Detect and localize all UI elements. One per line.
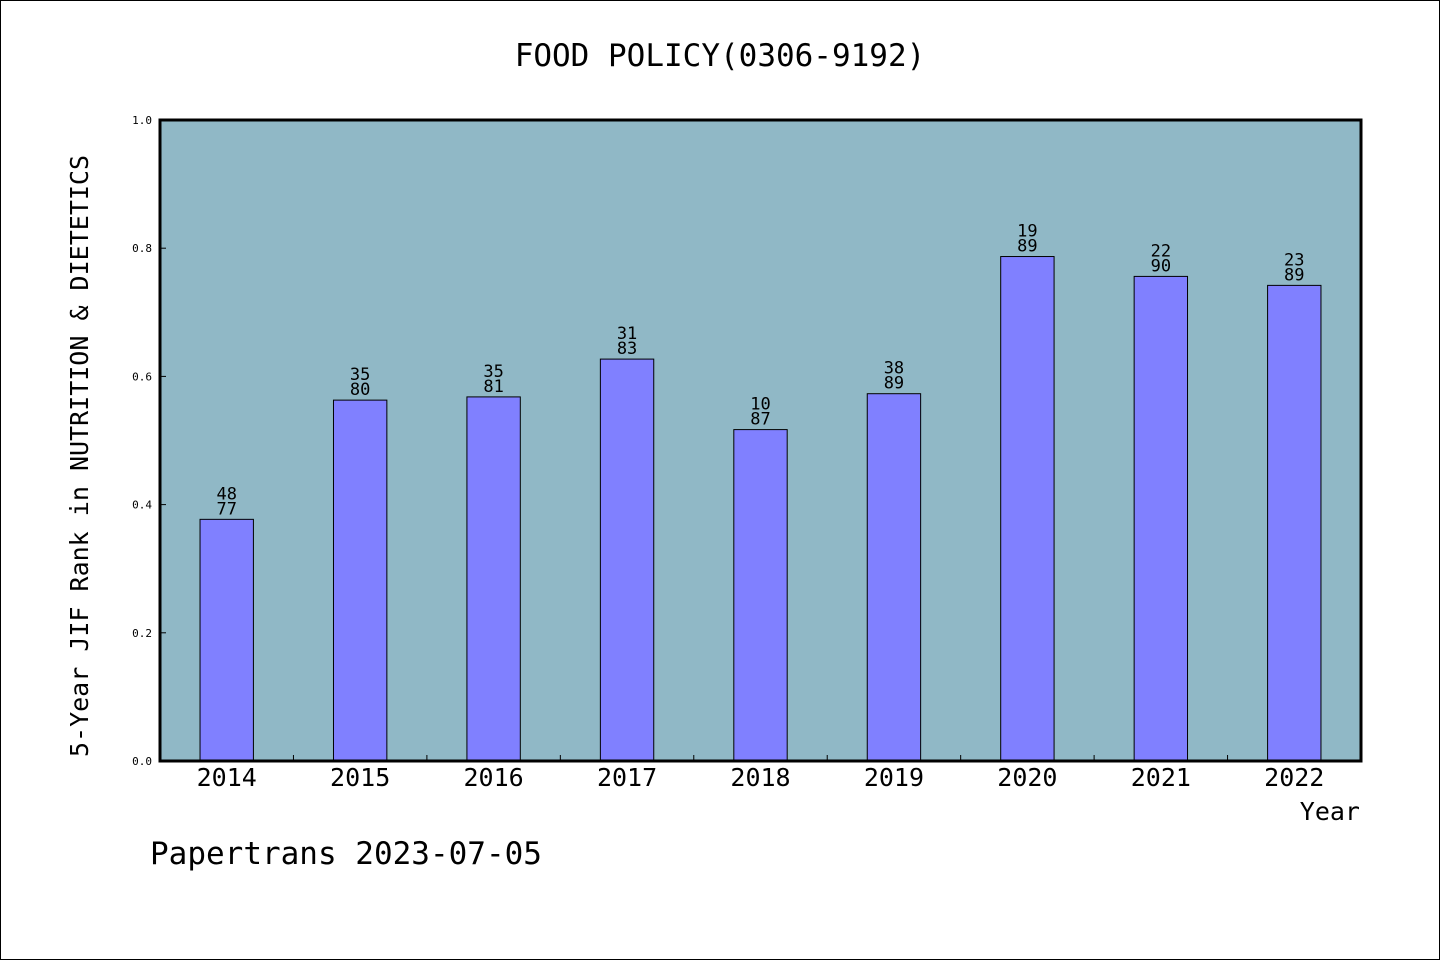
bar-total-label: 90 [1151, 256, 1171, 276]
bar-2022 [1267, 284, 1322, 762]
bar-total-label: 81 [483, 377, 503, 397]
x-tick-label: 2015 [330, 763, 390, 792]
bar-rank-label: 38 [884, 359, 904, 379]
x-tick-label: 2016 [464, 763, 524, 792]
bar-total-label: 89 [1284, 265, 1304, 285]
bar-rank-label: 10 [750, 395, 770, 415]
x-tick-label: 2018 [730, 763, 790, 792]
plot-border [158, 118, 1363, 763]
bars [199, 256, 1322, 762]
y-tick-label: 0.2 [132, 627, 152, 640]
y-tick-label: 1.0 [132, 114, 152, 127]
bar-rank-label: 22 [1151, 241, 1171, 261]
bar-total-label: 80 [350, 380, 370, 400]
x-tick-label: 2020 [997, 763, 1057, 792]
x-tick-label: 2021 [1131, 763, 1191, 792]
bar-2016 [466, 396, 521, 762]
bar-rank-label: 35 [483, 362, 503, 382]
chart-title: FOOD POLICY(0306-9192) [515, 38, 926, 74]
y-tick-label: 0.0 [132, 755, 152, 768]
bar-2018 [733, 429, 788, 762]
bar-rank-label: 35 [350, 365, 370, 385]
bar-total-label: 87 [750, 410, 770, 430]
bar-total-label: 77 [216, 499, 236, 519]
y-tick-label: 0.8 [132, 242, 152, 255]
x-axis-label: Year [1300, 797, 1360, 826]
bar-total-label: 83 [617, 339, 637, 359]
y-axis-label: 5-Year JIF Rank in NUTRITION & DIETETICS [65, 155, 94, 757]
y-tick-label: 0.6 [132, 370, 152, 383]
x-axis: 2014 2015 2016 2017 2018 2019 2020 2021 2022 [197, 755, 1324, 792]
bar-total-label: 89 [1017, 237, 1037, 257]
bar-2017 [599, 358, 655, 762]
y-tick-label: 0.4 [132, 499, 152, 512]
footer-credit: Papertrans 2023-07-05 [150, 836, 542, 872]
bar-rank-label: 48 [216, 484, 236, 504]
x-tick-label: 2014 [197, 763, 257, 792]
bar-rank-label: 23 [1284, 250, 1304, 270]
x-tick-label: 2022 [1264, 763, 1324, 792]
bar-2014 [199, 518, 254, 762]
bar-total-label: 89 [884, 374, 904, 394]
bar-rank-label: 31 [617, 324, 637, 344]
bar-2021 [1133, 275, 1189, 762]
bar-2015 [332, 399, 388, 762]
x-tick-label: 2019 [864, 763, 924, 792]
bar-2020 [1000, 256, 1055, 762]
x-tick-label: 2017 [597, 763, 657, 792]
y-axis: 0.0 0.2 0.4 0.6 0.8 1.0 [132, 114, 166, 768]
bar-rank-label: 19 [1017, 222, 1037, 242]
bar-2019 [866, 393, 922, 762]
